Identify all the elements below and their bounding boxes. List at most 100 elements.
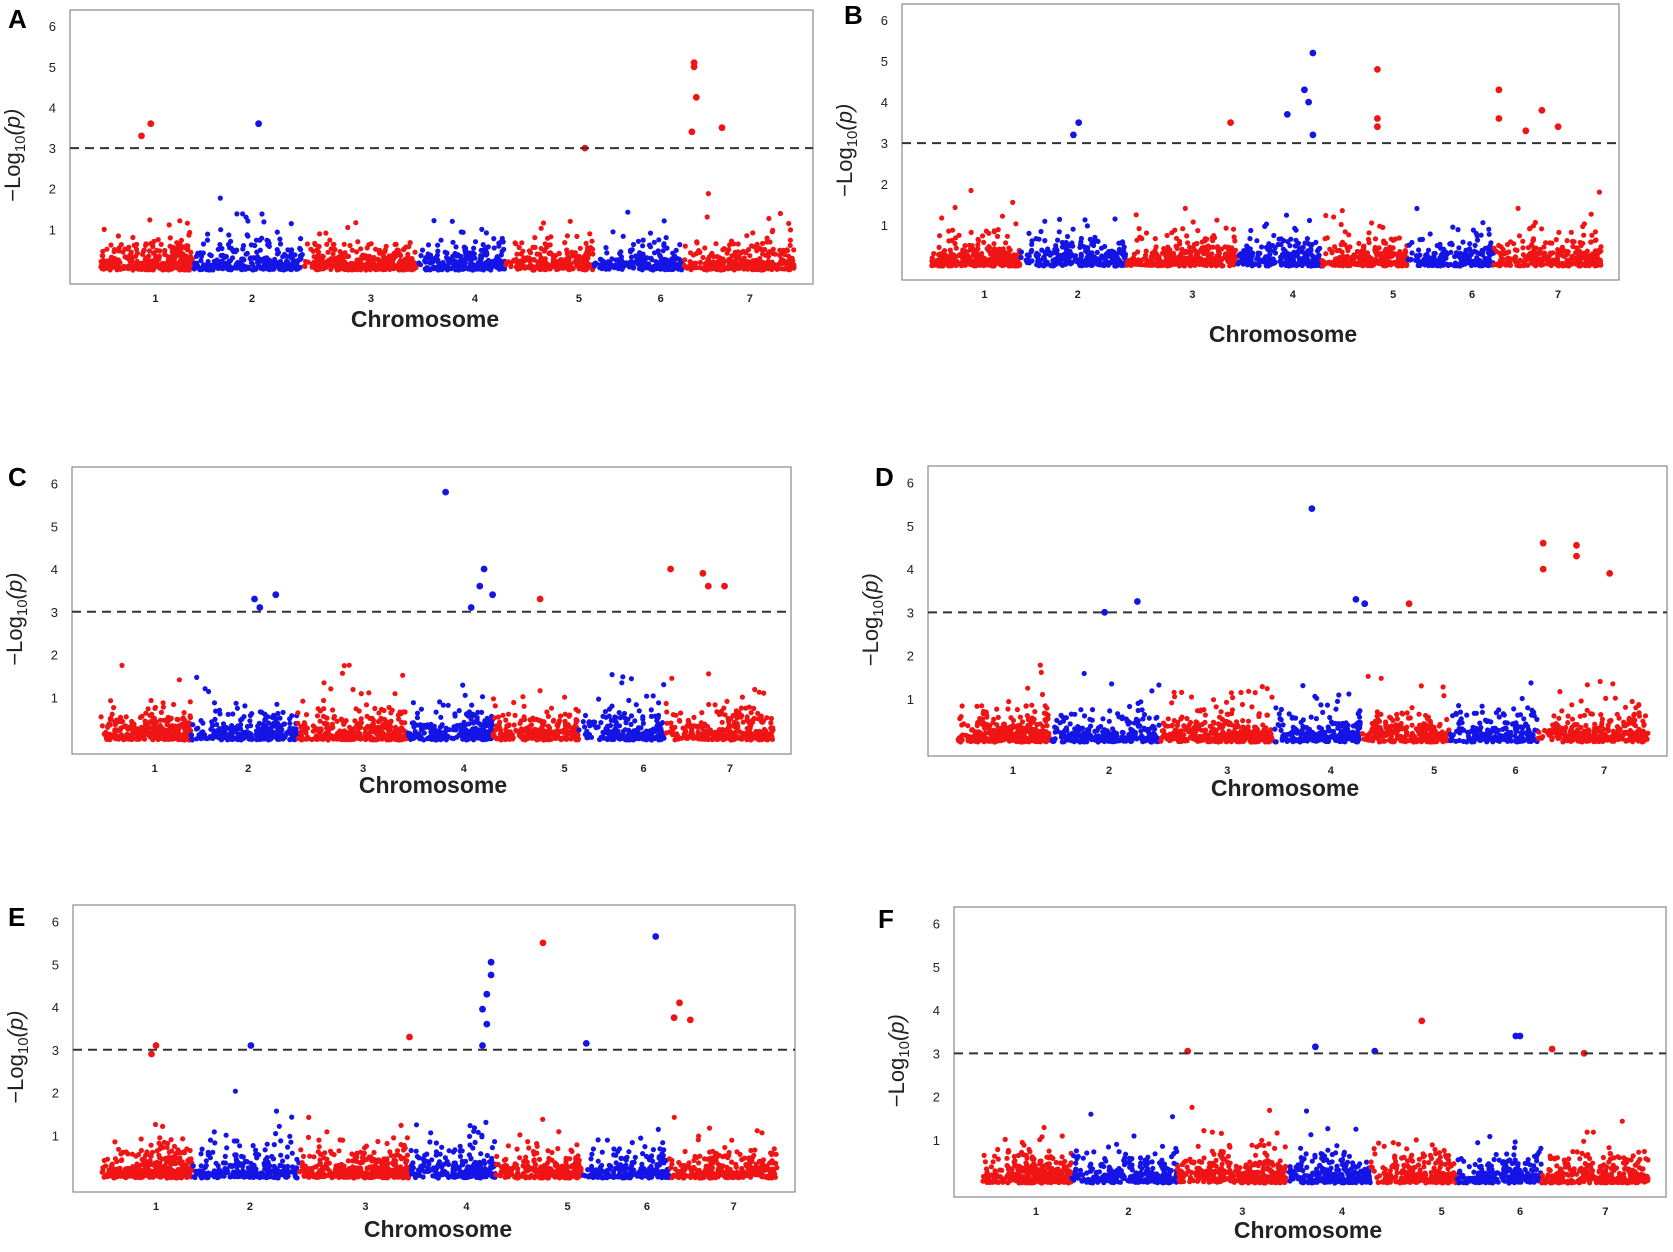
snp-point bbox=[1522, 258, 1528, 264]
significant-snp-point bbox=[1301, 86, 1308, 94]
snp-point bbox=[481, 726, 487, 732]
snp-point bbox=[384, 263, 390, 269]
snp-point bbox=[1512, 247, 1518, 253]
snp-point bbox=[293, 265, 299, 271]
snp-point bbox=[350, 686, 356, 693]
snp-point bbox=[200, 250, 206, 256]
snp-point bbox=[1013, 258, 1019, 264]
snp-point bbox=[452, 711, 458, 717]
snp-point bbox=[329, 734, 335, 740]
snp-point bbox=[128, 258, 134, 264]
snp-point bbox=[414, 715, 420, 721]
snp-point bbox=[468, 733, 474, 739]
snp-point bbox=[1553, 237, 1559, 243]
snp-point bbox=[1323, 251, 1329, 257]
snp-point bbox=[400, 672, 406, 678]
snp-point bbox=[1564, 238, 1570, 244]
snp-point bbox=[277, 236, 283, 242]
snp-point bbox=[1266, 241, 1272, 247]
snp-point bbox=[353, 220, 359, 226]
snp-point bbox=[661, 242, 667, 249]
snp-point bbox=[477, 721, 484, 728]
snp-point bbox=[1220, 255, 1226, 262]
snp-point bbox=[274, 734, 280, 740]
significant-snp-point bbox=[1495, 115, 1503, 122]
snp-point bbox=[465, 252, 471, 258]
snp-point bbox=[128, 252, 134, 258]
snp-point bbox=[1549, 240, 1555, 246]
snp-point bbox=[460, 736, 466, 742]
snp-point bbox=[284, 259, 291, 265]
snp-point bbox=[1112, 216, 1118, 222]
snp-point bbox=[1574, 261, 1580, 267]
snp-point bbox=[1209, 251, 1215, 257]
snp-point bbox=[456, 732, 462, 738]
snp-point bbox=[760, 251, 766, 257]
snp-point bbox=[100, 248, 106, 254]
snp-point bbox=[1180, 226, 1186, 232]
snp-point bbox=[289, 247, 295, 253]
snp-point bbox=[198, 736, 204, 742]
snp-point bbox=[370, 260, 376, 266]
snp-point bbox=[1236, 253, 1243, 259]
plot-frame bbox=[71, 466, 792, 755]
snp-point bbox=[458, 254, 464, 260]
snp-point bbox=[301, 720, 307, 726]
x-tick-label: 5 bbox=[1390, 289, 1396, 301]
snp-point bbox=[460, 728, 466, 734]
significant-snp-point bbox=[1309, 131, 1317, 139]
snp-point bbox=[200, 720, 206, 726]
snp-point bbox=[287, 720, 293, 727]
snp-point bbox=[1482, 245, 1488, 251]
snp-point bbox=[172, 725, 178, 731]
x-tick-label: 7 bbox=[747, 293, 753, 305]
snp-point bbox=[238, 717, 244, 723]
snp-point bbox=[99, 253, 105, 259]
snp-point bbox=[1455, 227, 1461, 233]
snp-point bbox=[764, 252, 771, 258]
snp-point bbox=[490, 260, 496, 266]
snp-point bbox=[682, 257, 688, 263]
snp-point bbox=[951, 258, 957, 264]
snp-point bbox=[235, 723, 241, 729]
snp-point bbox=[318, 727, 324, 733]
snp-point bbox=[226, 266, 232, 273]
snp-point bbox=[1403, 249, 1409, 255]
snp-point bbox=[721, 266, 727, 272]
significant-snp-point bbox=[1495, 86, 1503, 94]
snp-point bbox=[519, 260, 525, 266]
x-tick-label: 3 bbox=[368, 293, 374, 305]
snp-point bbox=[254, 737, 260, 743]
snp-point bbox=[330, 707, 336, 713]
snp-point bbox=[1033, 252, 1039, 258]
snp-point bbox=[417, 722, 423, 728]
significant-snp-point bbox=[1374, 66, 1381, 73]
snp-point bbox=[174, 731, 180, 737]
snp-point bbox=[277, 241, 284, 247]
snp-point bbox=[376, 710, 382, 716]
snp-point bbox=[319, 256, 325, 262]
snp-point bbox=[422, 258, 428, 264]
snp-point bbox=[952, 240, 958, 247]
snp-point bbox=[1283, 212, 1290, 218]
snp-point bbox=[322, 720, 328, 726]
snp-point bbox=[1293, 237, 1299, 243]
snp-point bbox=[299, 737, 305, 743]
snp-point bbox=[1416, 247, 1422, 253]
snp-point bbox=[1556, 229, 1562, 235]
snp-point bbox=[1084, 223, 1090, 229]
snp-point bbox=[548, 251, 554, 257]
snp-point bbox=[731, 267, 737, 273]
snp-point bbox=[200, 241, 207, 247]
y-tick-label: 5 bbox=[49, 60, 56, 75]
snp-point bbox=[462, 692, 468, 698]
snp-point bbox=[210, 735, 216, 742]
snp-point bbox=[170, 260, 176, 266]
snp-point bbox=[489, 721, 495, 727]
y-tick-label: 6 bbox=[49, 19, 56, 34]
snp-point bbox=[170, 736, 176, 742]
snp-point bbox=[264, 257, 270, 263]
snp-point bbox=[531, 265, 537, 271]
snp-point bbox=[387, 720, 393, 726]
snp-point bbox=[435, 248, 441, 254]
